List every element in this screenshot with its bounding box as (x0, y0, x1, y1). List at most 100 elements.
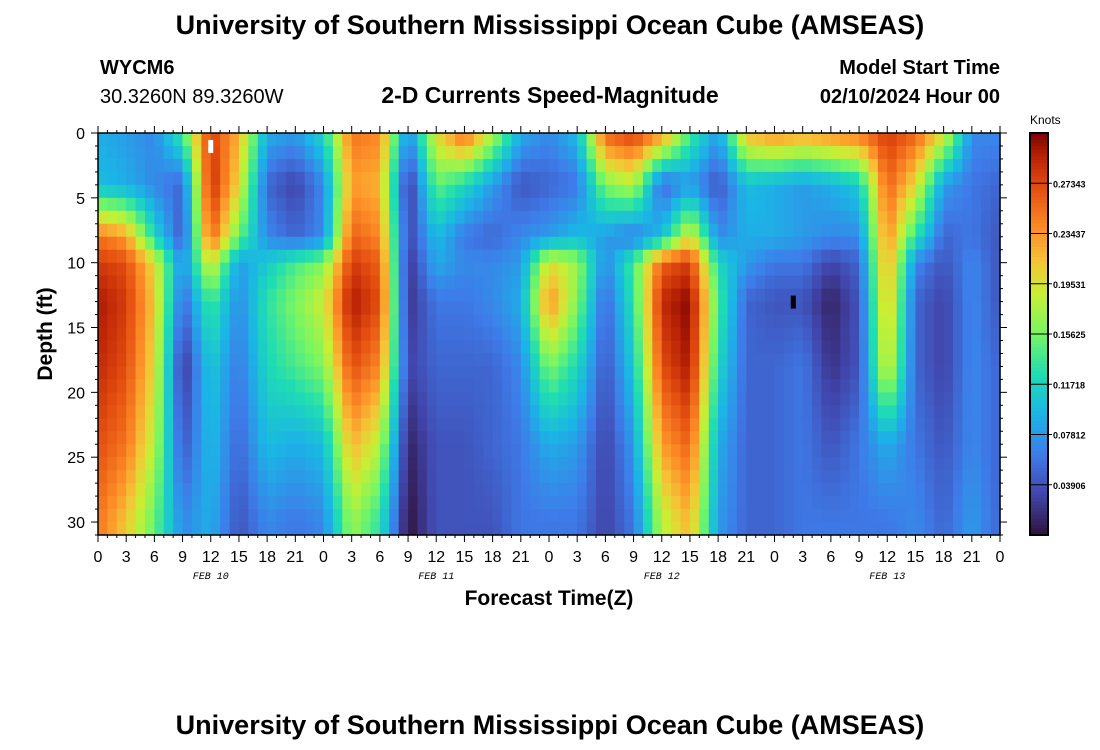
heatmap-cell (389, 379, 400, 393)
heatmap-cell (830, 483, 841, 497)
heatmap-cell (661, 431, 672, 445)
heatmap-cell (990, 444, 1001, 458)
heatmap-cell (633, 223, 644, 238)
heatmap-cell (896, 133, 907, 147)
heatmap-cell (436, 262, 447, 277)
heatmap-cell (126, 223, 137, 238)
heatmap-cell (680, 509, 691, 523)
heatmap-cell (173, 249, 184, 264)
heatmap-cell (210, 405, 221, 419)
heatmap-cell (539, 457, 550, 471)
heatmap-cell (173, 197, 184, 212)
heatmap-cell (426, 262, 437, 277)
heatmap-cell (248, 392, 259, 406)
heatmap-cell (408, 314, 419, 329)
heatmap-cell (727, 405, 738, 419)
model-start-value: 02/10/2024 Hour 00 (819, 86, 1000, 108)
heatmap-cell (220, 340, 231, 355)
heatmap-cell (276, 444, 287, 458)
heatmap-cell (436, 379, 447, 393)
heatmap-cell (502, 496, 513, 510)
colorbar-swatch (1030, 283, 1048, 288)
heatmap-cell (267, 197, 278, 212)
heatmap-cell (426, 249, 437, 264)
heatmap-cell (304, 262, 315, 277)
heatmap-cell (718, 145, 729, 160)
heatmap-cell (877, 171, 888, 186)
heatmap-cell (708, 210, 719, 225)
heatmap-cell (934, 444, 945, 458)
heatmap-cell (642, 223, 653, 238)
heatmap-cell (821, 158, 832, 173)
heatmap-cell (586, 133, 597, 147)
heatmap-cell (182, 353, 193, 368)
heatmap-cell (220, 509, 231, 523)
heatmap-cell (915, 431, 926, 445)
heatmap-cell (943, 210, 954, 225)
colorbar-swatch (1030, 478, 1048, 482)
heatmap-cell (502, 223, 513, 238)
heatmap-cell (943, 184, 954, 199)
heatmap-cell (436, 171, 447, 186)
heatmap-cell (821, 496, 832, 510)
heatmap-cell (953, 301, 964, 316)
heatmap-cell (379, 327, 390, 342)
heatmap-cell (107, 340, 118, 355)
heatmap-cell (163, 223, 174, 238)
heatmap-cell (755, 483, 766, 497)
heatmap-cell (257, 288, 268, 303)
heatmap-cell (539, 145, 550, 160)
heatmap-cell (605, 223, 616, 238)
heatmap-cell (765, 145, 776, 160)
heatmap-cell (445, 509, 456, 523)
heatmap-cell (812, 405, 823, 419)
heatmap-cell (492, 340, 503, 355)
heatmap-cell (285, 236, 296, 251)
heatmap-cell (276, 133, 287, 147)
heatmap-cell (492, 470, 503, 484)
heatmap-cell (689, 340, 700, 355)
heatmap-cell (924, 223, 935, 238)
heatmap-cell (755, 171, 766, 186)
heatmap-cell (173, 133, 184, 147)
heatmap-cell (868, 379, 879, 393)
heatmap-cell (774, 275, 785, 290)
heatmap-cell (492, 327, 503, 342)
heatmap-cell (699, 327, 710, 342)
heatmap-cell (924, 353, 935, 368)
heatmap-cell (116, 509, 127, 523)
heatmap-cell (718, 483, 729, 497)
heatmap-cell (765, 314, 776, 329)
heatmap-cell (802, 158, 813, 173)
heatmap-cell (718, 353, 729, 368)
heatmap-cell (812, 418, 823, 432)
heatmap-cell (943, 457, 954, 471)
heatmap-cell (605, 184, 616, 199)
heatmap-cell (455, 431, 466, 445)
heatmap-cell (605, 314, 616, 329)
heatmap-cell (191, 522, 202, 536)
colorbar-tick-label: 0.23437 (1053, 230, 1086, 240)
heatmap-cell (267, 522, 278, 536)
heatmap-cell (746, 262, 757, 277)
heatmap-cell (699, 158, 710, 173)
heatmap-cell (746, 145, 757, 160)
heatmap-cell (182, 210, 193, 225)
heatmap-cell (154, 457, 165, 471)
heatmap-cell (633, 314, 644, 329)
heatmap-cell (699, 405, 710, 419)
heatmap-cell (210, 301, 221, 316)
heatmap-cell (736, 171, 747, 186)
heatmap-cell (502, 509, 513, 523)
heatmap-cell (436, 496, 447, 510)
heatmap-cell (830, 509, 841, 523)
heatmap-cell (173, 262, 184, 277)
heatmap-cell (962, 522, 973, 536)
heatmap-cell (163, 210, 174, 225)
heatmap-cell (436, 444, 447, 458)
heatmap-cell (962, 262, 973, 277)
heatmap-cell (605, 249, 616, 264)
heatmap-cell (774, 314, 785, 329)
heatmap-cell (173, 418, 184, 432)
heatmap-cell (248, 483, 259, 497)
